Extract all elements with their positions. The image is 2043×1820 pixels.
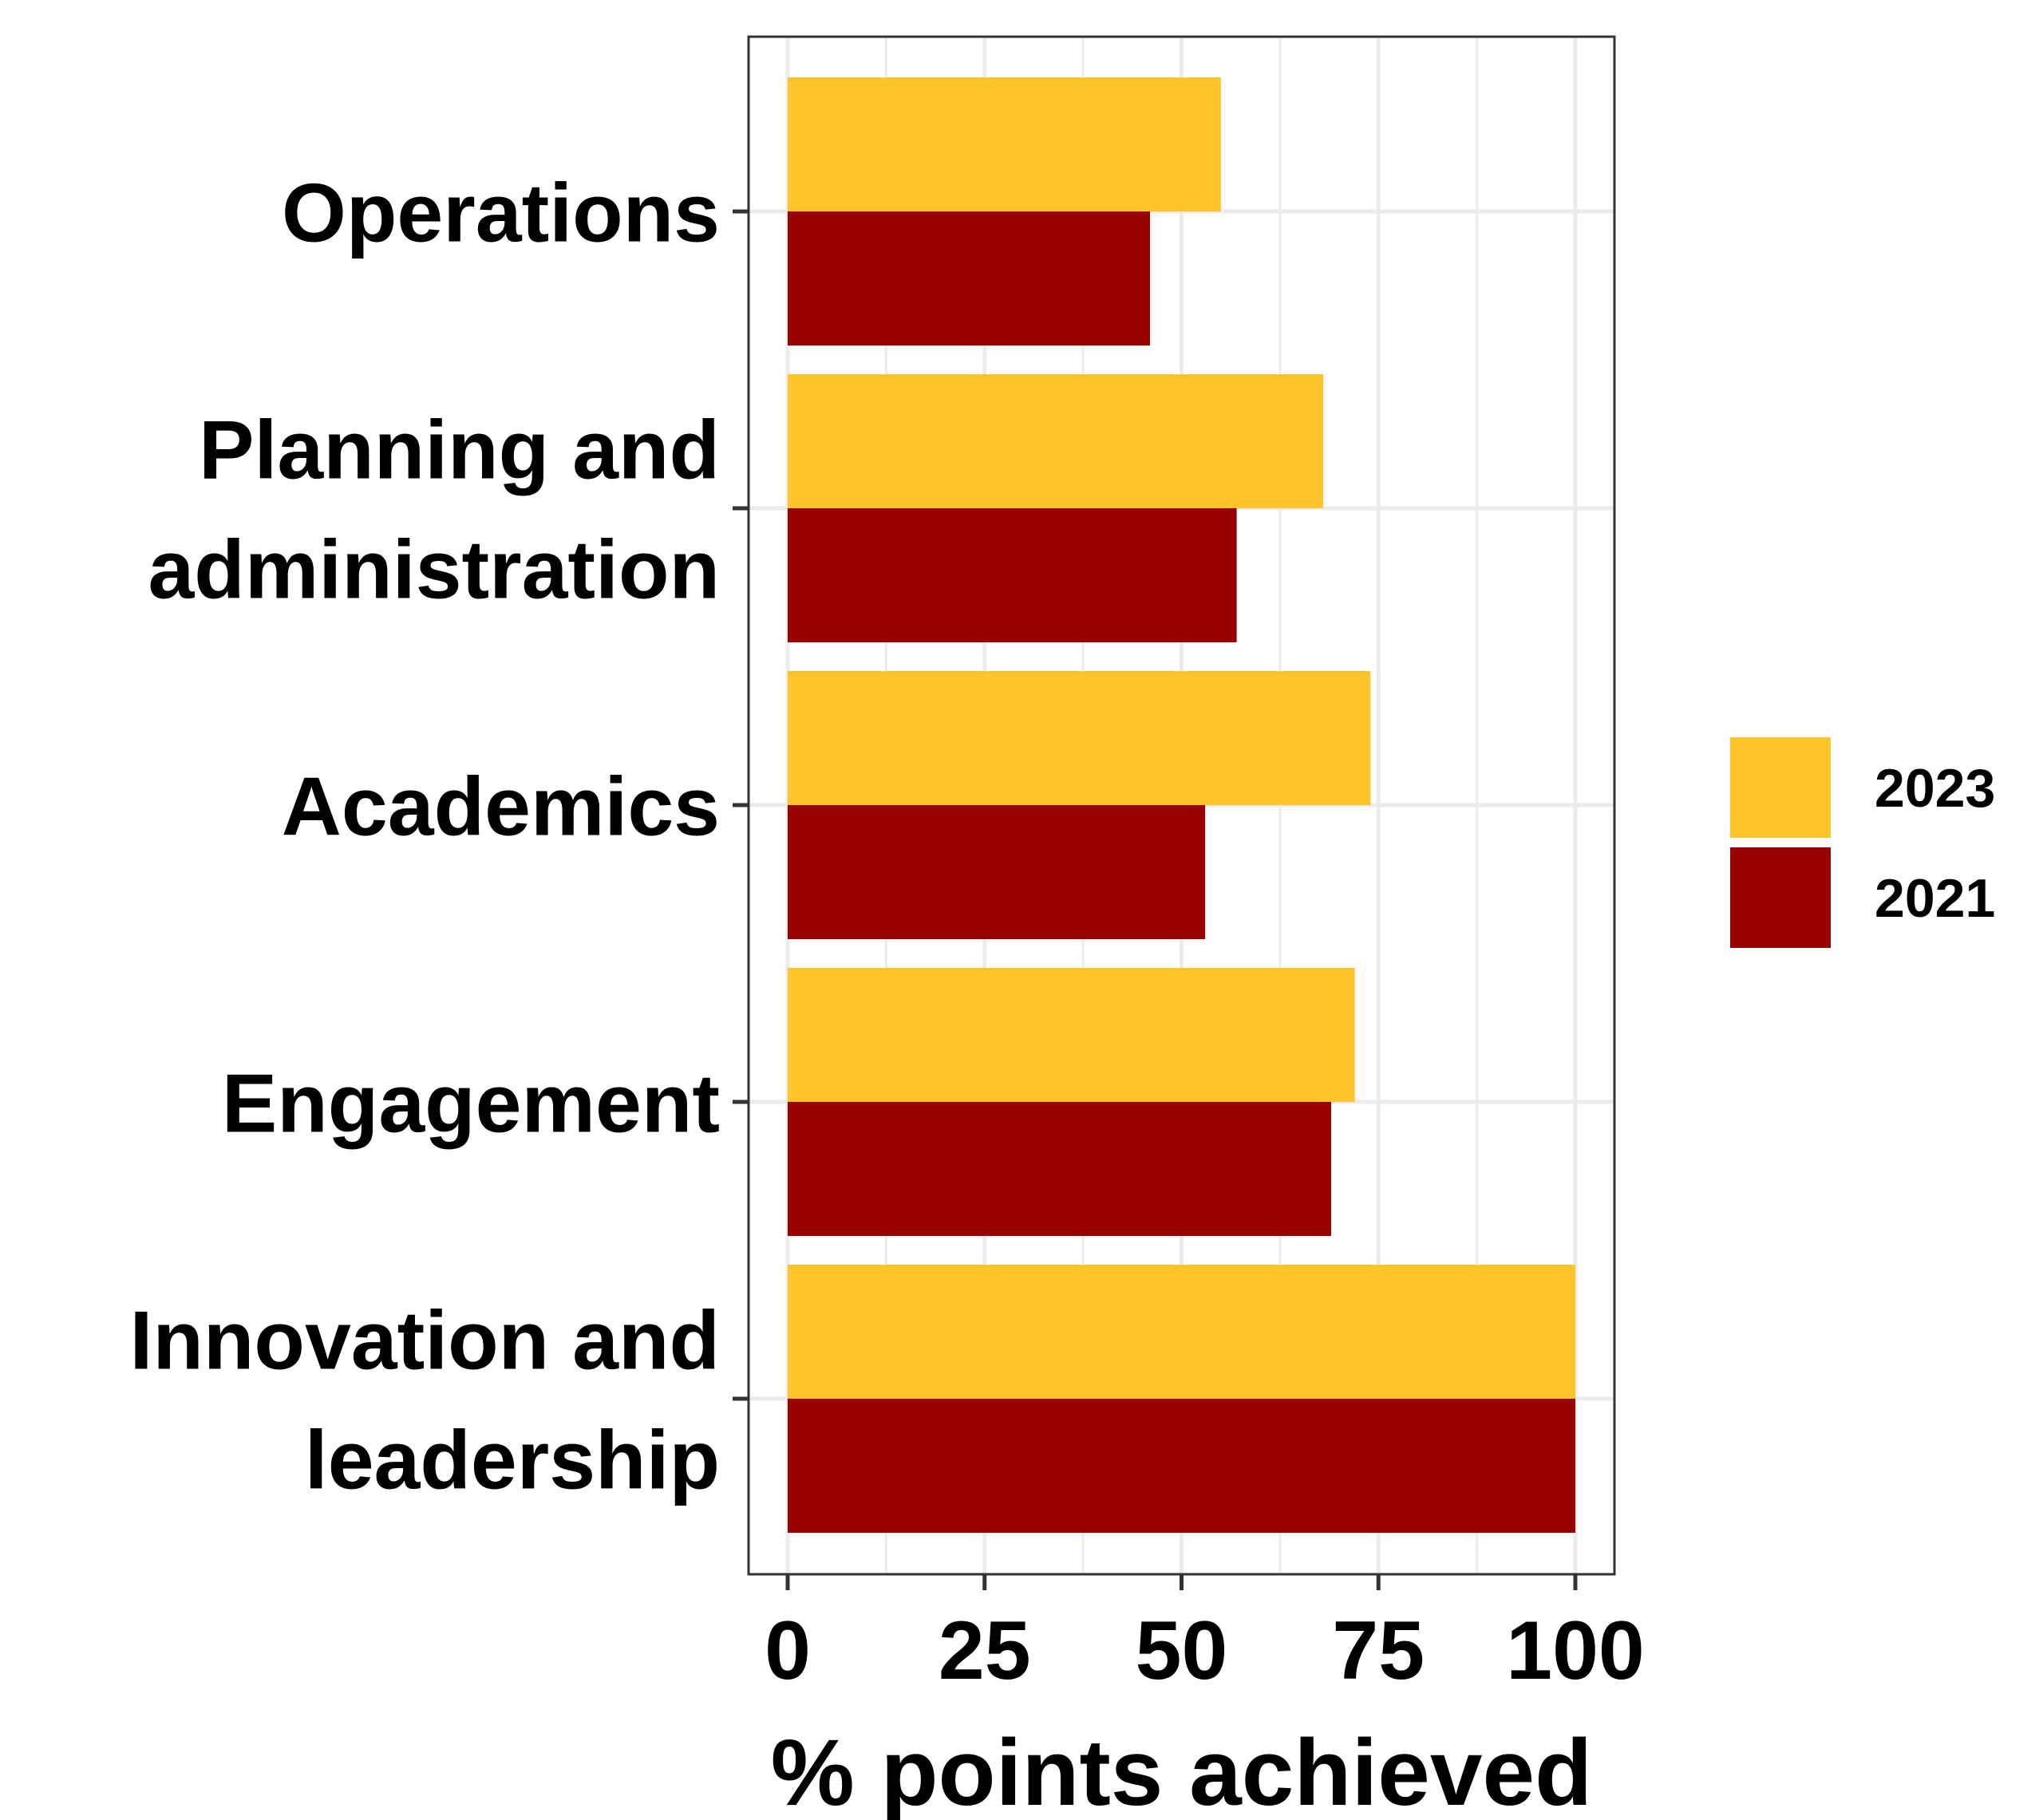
category-label: Planning and <box>199 404 720 496</box>
bar-2021-4 <box>788 1399 1575 1533</box>
category-label: Operations <box>282 167 720 259</box>
bars <box>788 77 1575 1533</box>
category-label: Engagement <box>222 1057 720 1150</box>
legend-key-2021 <box>1730 847 1831 948</box>
y-axis: Operations Planning and administration Acad… <box>129 167 749 1506</box>
category-label: Academics <box>282 760 720 853</box>
x-tick-label: 100 <box>1506 1605 1645 1697</box>
bar-2023-3 <box>788 968 1355 1102</box>
legend: 2023 2021 <box>1730 737 1995 948</box>
legend-key-2023 <box>1730 737 1831 838</box>
x-tick-label: 75 <box>1332 1605 1425 1697</box>
bar-2023-1 <box>788 374 1324 508</box>
category-label: leadership <box>305 1414 720 1506</box>
legend-label: 2021 <box>1875 868 1995 929</box>
x-axis: 0 25 50 75 100 <box>765 1574 1645 1697</box>
category-label: administration <box>148 523 720 616</box>
bar-2021-3 <box>788 1102 1332 1236</box>
bar-2023-4 <box>788 1265 1575 1399</box>
bar-2023-2 <box>788 671 1371 805</box>
bar-2021-2 <box>788 805 1206 939</box>
x-axis-title: % points achieved <box>771 1720 1593 1820</box>
legend-label: 2023 <box>1875 758 1995 819</box>
category-label: Innovation and <box>129 1294 720 1387</box>
x-tick-label: 50 <box>1136 1605 1228 1697</box>
x-tick-label: 25 <box>939 1605 1031 1697</box>
bar-2021-0 <box>788 211 1151 345</box>
bar-2023-0 <box>788 77 1221 211</box>
x-tick-label: 0 <box>765 1605 811 1697</box>
bar-2021-1 <box>788 508 1237 642</box>
